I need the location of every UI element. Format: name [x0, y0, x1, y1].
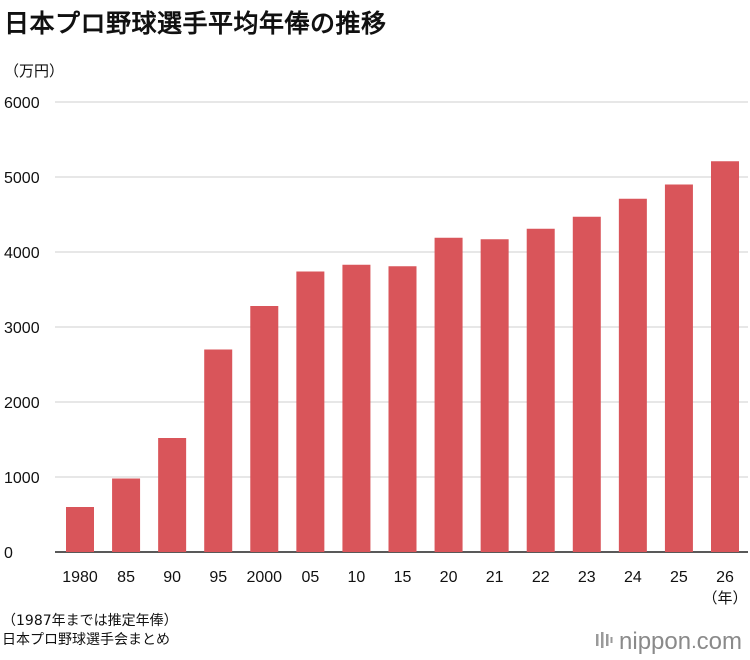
bar [66, 507, 94, 552]
bar [112, 478, 141, 552]
chart-title: 日本プロ野球選手平均年俸の推移 [4, 9, 387, 38]
bars [66, 161, 739, 552]
bar [250, 306, 279, 552]
x-tick-label: 15 [394, 569, 412, 586]
bar [204, 349, 233, 552]
x-tick-label: 90 [163, 569, 181, 586]
bar [664, 184, 693, 552]
y-axis-unit-label: （万円） [4, 62, 65, 80]
y-tick-label: 6000 [4, 95, 40, 112]
logo-text: nippon [619, 628, 692, 655]
bar [572, 216, 601, 552]
bar [158, 438, 187, 552]
x-axis-unit-label: （年） [702, 589, 747, 607]
x-tick-label: 23 [578, 569, 596, 586]
x-tick-label: 10 [348, 569, 366, 586]
x-tick-label: 2000 [246, 569, 282, 586]
bar [711, 161, 739, 552]
x-tick-label: 24 [624, 569, 642, 586]
x-tick-label: 1980 [62, 569, 98, 586]
nippon-logo: nippon. com [595, 628, 742, 656]
bar [618, 198, 647, 552]
logo-suffix: com [696, 628, 742, 655]
y-tick-label: 1000 [4, 470, 40, 487]
bar [342, 264, 371, 552]
bar [296, 271, 325, 552]
y-tick-label: 0 [4, 545, 13, 562]
logo-bars-icon [595, 628, 613, 656]
axis-labels: 0 1000 2000 3000 4000 5000 6000 1980 85 90 95 2000 0… [4, 95, 748, 607]
source-credit: 日本プロ野球選手会まとめ [2, 632, 170, 648]
bar [526, 228, 555, 552]
bar [388, 266, 417, 552]
x-tick-label: 25 [670, 569, 688, 586]
x-tick-label: 22 [532, 569, 550, 586]
x-tick-label: 85 [117, 569, 135, 586]
y-tick-label: 2000 [4, 395, 40, 412]
y-tick-label: 5000 [4, 170, 40, 187]
footnote: （1987年までは推定年俸） [2, 613, 178, 629]
bar-chart: 0 1000 2000 3000 4000 5000 6000 1980 85 90 95 2000 0… [4, 95, 748, 607]
x-tick-label: 95 [209, 569, 227, 586]
x-tick-label: 05 [301, 569, 319, 586]
x-tick-label: 20 [440, 569, 458, 586]
y-tick-label: 4000 [4, 245, 40, 262]
y-tick-label: 3000 [4, 320, 40, 337]
x-tick-label: 26 [716, 569, 734, 586]
bar [434, 237, 463, 552]
bar [480, 239, 509, 552]
x-tick-label: 21 [486, 569, 504, 586]
